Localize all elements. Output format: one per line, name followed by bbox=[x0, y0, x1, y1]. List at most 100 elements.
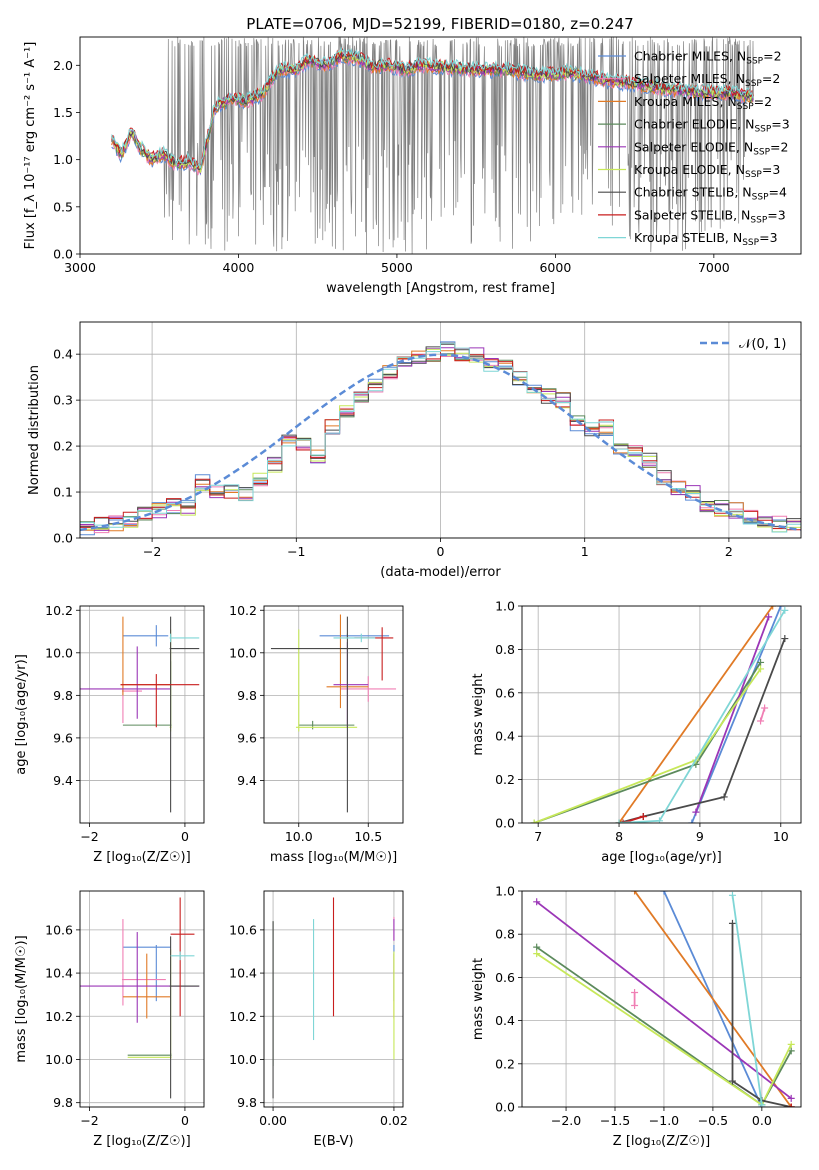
panel-weight_vs_age: 7 8 9 10 0.0 0.2 0.4 0.6 0.8 1.0 age [log₁₀(age/yr… bbox=[471, 599, 802, 865]
panel-mass_vs_Z: −2 0 9.8 10.0 10.2 10.4 10.6 Z [log₁₀(Z/Z☉)] mas… bbox=[14, 890, 205, 1149]
y-tick-label: 0.0 bbox=[53, 247, 73, 262]
weight_vs_age-y-label: mass weight bbox=[471, 673, 486, 755]
x-tick-label: −1.5 bbox=[600, 1113, 630, 1128]
legend-entry: Chabrier STELIB, NSSP=4 bbox=[634, 185, 787, 203]
series-marker bbox=[615, 819, 623, 823]
plot-area bbox=[522, 891, 801, 1107]
y-tick-label: 9.4 bbox=[53, 773, 73, 788]
axes-frame bbox=[263, 605, 404, 824]
x-tick-label: 0.0 bbox=[752, 1113, 772, 1128]
series-line bbox=[759, 707, 766, 722]
series-marker bbox=[533, 943, 541, 951]
y-tick-label: 10.6 bbox=[45, 922, 73, 937]
mass_vs_ebv-x-label: E(B-V) bbox=[313, 1134, 353, 1149]
legend-eq: = bbox=[762, 71, 772, 86]
axes-frame bbox=[521, 890, 802, 1108]
y-tick-label: 0.4 bbox=[53, 347, 73, 362]
series-line bbox=[536, 901, 792, 1100]
x-tick-label: −2 bbox=[80, 1113, 98, 1128]
x-tick-label: −0.5 bbox=[698, 1113, 728, 1128]
legend-sub: SSP bbox=[754, 125, 771, 135]
series-marker bbox=[728, 891, 736, 899]
legend-sep: , N bbox=[729, 49, 746, 64]
legend-nssp: 3 bbox=[770, 230, 778, 245]
y-tick-label: 0.5 bbox=[53, 199, 73, 214]
legend-sub: SSP bbox=[753, 147, 770, 157]
histogram-salpeter-stelib bbox=[80, 342, 801, 531]
y-tick-label: 9.6 bbox=[53, 730, 73, 745]
series-marker bbox=[639, 812, 647, 820]
axes-frame bbox=[79, 36, 802, 255]
legend-nssp: 2 bbox=[764, 94, 772, 109]
age_vs_Z-y-label: age [log₁₀(age/yr)] bbox=[14, 654, 29, 775]
plot-area bbox=[80, 891, 204, 1107]
x-tick-label: 9 bbox=[696, 829, 704, 844]
axes-frame bbox=[79, 321, 802, 539]
plot-area bbox=[264, 606, 403, 823]
series-marker bbox=[728, 1077, 736, 1085]
legend-sep: , N bbox=[734, 185, 751, 200]
y-tick-label: 10.2 bbox=[229, 603, 257, 618]
y-tick-label: 0.2 bbox=[495, 772, 515, 787]
legend-name: Salpeter ELODIE bbox=[634, 139, 736, 154]
series-line bbox=[731, 923, 792, 1107]
y-tick-label: 0.2 bbox=[495, 1056, 515, 1071]
legend-eq: = bbox=[754, 94, 764, 109]
series-marker bbox=[530, 819, 538, 823]
legend-entry: Salpeter MILES, NSSP=2 bbox=[634, 71, 780, 89]
legend-name: Chabrier STELIB bbox=[634, 185, 734, 200]
series-marker bbox=[757, 717, 765, 725]
legend-name: Kroupa MILES bbox=[634, 94, 720, 109]
series-marker bbox=[660, 891, 668, 895]
model-line-kroupa-stelib bbox=[111, 46, 754, 169]
legend-sub: SSP bbox=[752, 193, 769, 203]
series-marker bbox=[777, 606, 785, 610]
axes-frame bbox=[79, 605, 205, 824]
y-tick-label: 2.0 bbox=[53, 58, 73, 73]
x-tick-label: 10.0 bbox=[285, 829, 313, 844]
model-line-salpeter-stelib bbox=[111, 47, 754, 169]
series-marker bbox=[631, 891, 639, 895]
y-tick-label: 10.0 bbox=[229, 645, 257, 660]
spectrum-x-label: wavelength [Angstrom, rest frame] bbox=[326, 281, 555, 296]
legend-nssp: 2 bbox=[772, 71, 780, 86]
legend-sub: SSP bbox=[750, 215, 767, 225]
series-line bbox=[695, 616, 770, 813]
plot-area bbox=[80, 606, 204, 823]
y-tick-label: 0.0 bbox=[495, 1100, 515, 1115]
x-tick-label: 0.02 bbox=[380, 1113, 408, 1128]
age_vs_Z-x-label: Z [log₁₀(Z/Z☉)] bbox=[93, 850, 190, 865]
series-marker bbox=[688, 819, 696, 823]
legend-entry: Chabrier MILES, NSSP=2 bbox=[634, 49, 782, 67]
series-line bbox=[731, 895, 763, 1105]
series-line bbox=[618, 606, 774, 823]
y-tick-label: 9.4 bbox=[237, 773, 257, 788]
legend-eq: = bbox=[769, 185, 779, 200]
x-tick-label: −2 bbox=[143, 544, 161, 559]
legend-eq: = bbox=[767, 207, 777, 222]
legend-nssp: 4 bbox=[779, 185, 787, 200]
x-tick-label: 4000 bbox=[223, 260, 255, 275]
series-marker bbox=[655, 817, 663, 823]
legend-name: Chabrier MILES bbox=[634, 49, 729, 64]
legend-name: Salpeter MILES bbox=[634, 71, 728, 86]
histogram-kroupa-stelib bbox=[80, 342, 801, 533]
legend-sub: SSP bbox=[745, 79, 762, 89]
legend-nssp: 3 bbox=[782, 117, 790, 132]
series-marker bbox=[781, 635, 789, 643]
y-tick-label: 10.4 bbox=[229, 966, 257, 981]
series-marker bbox=[692, 808, 700, 816]
y-tick-label: 0.8 bbox=[495, 642, 515, 657]
series-marker bbox=[757, 665, 765, 673]
legend-eq: = bbox=[762, 162, 772, 177]
axes-frame bbox=[521, 605, 802, 824]
series-marker bbox=[765, 613, 773, 621]
y-tick-label: 9.6 bbox=[237, 730, 257, 745]
series-marker bbox=[533, 898, 541, 906]
mass_vs_Z-y-label: mass [log₁₀(M/M☉)] bbox=[14, 935, 29, 1062]
legend-entry: Kroupa MILES, NSSP=2 bbox=[634, 94, 772, 112]
y-tick-label: 1.0 bbox=[53, 152, 73, 167]
series-marker bbox=[769, 606, 777, 610]
gaussian-curve bbox=[80, 353, 801, 532]
